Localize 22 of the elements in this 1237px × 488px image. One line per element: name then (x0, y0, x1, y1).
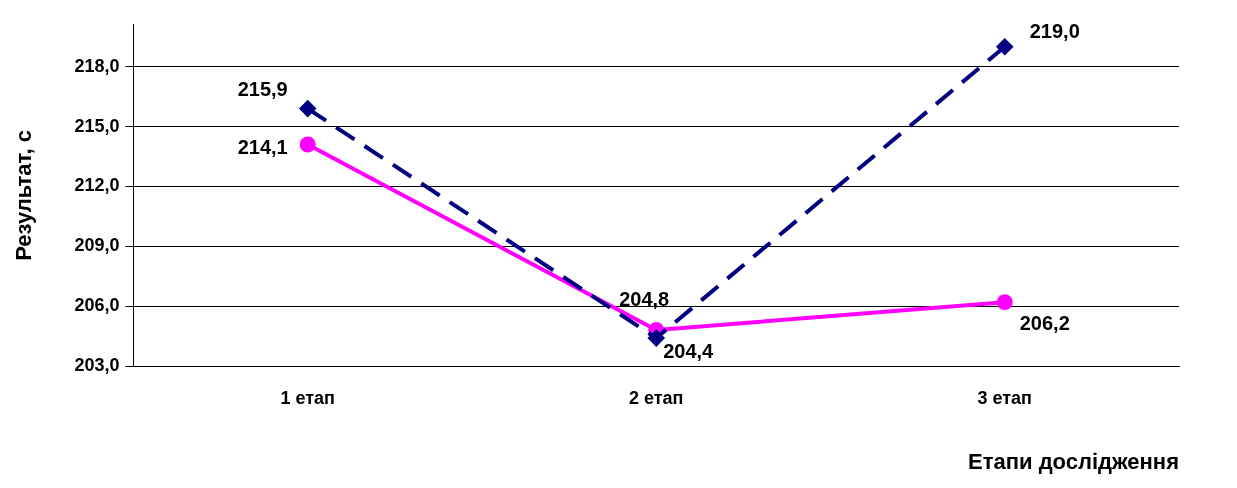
y-tick-label: 209,0 (74, 235, 120, 256)
point (996, 38, 1013, 55)
y-axis-title: Результат, с (11, 129, 37, 261)
data-label: 204,8 (619, 287, 670, 310)
y-tick-label: 218,0 (74, 55, 120, 76)
x-tick-label: 3 етап (977, 387, 1032, 408)
data-label: 204,4 (663, 339, 715, 362)
data-label: 214,1 (237, 136, 288, 159)
y-tick-label: 203,0 (74, 354, 120, 375)
y-tick-label: 215,0 (74, 115, 120, 136)
x-tick-label: 2 етап (628, 387, 684, 408)
point (648, 330, 665, 347)
point (996, 294, 1013, 311)
x-axis-title: Етапи дослідження (968, 448, 1179, 474)
point (299, 136, 316, 153)
x-tick-label: 1 етап (280, 387, 335, 408)
data-label: 215,9 (237, 78, 288, 101)
data-label: 219,0 (1029, 20, 1080, 43)
y-tick-label: 206,0 (74, 295, 120, 316)
y-tick-label: 212,0 (74, 175, 120, 196)
point (299, 100, 316, 117)
data-label: 206,2 (1019, 311, 1070, 334)
